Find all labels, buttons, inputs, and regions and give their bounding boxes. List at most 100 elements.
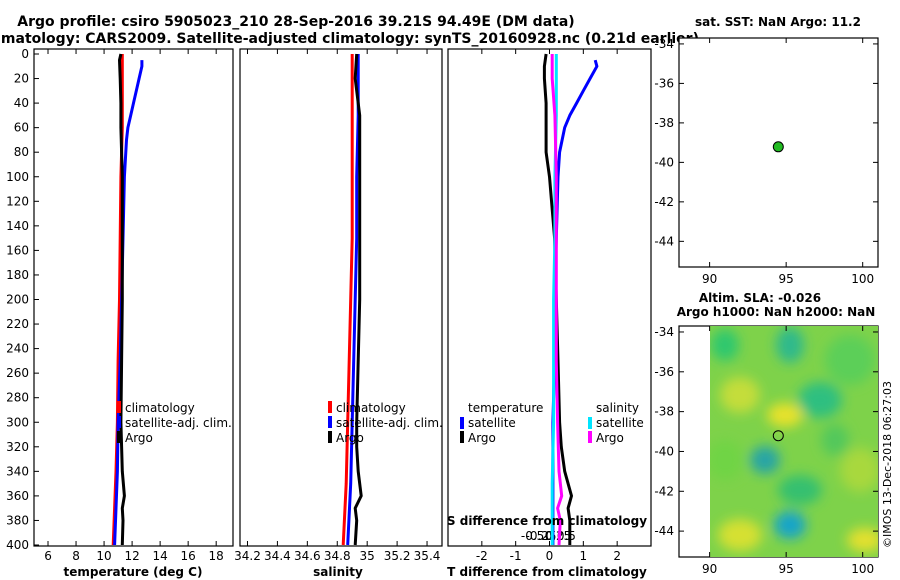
sla-blob <box>711 329 739 361</box>
depth-tick-label: 260 <box>6 366 29 380</box>
legend-label-s-argo: Argo <box>596 431 624 445</box>
x-tick-label: 35.4 <box>414 549 441 563</box>
lat-tick-label: -38 <box>654 405 674 419</box>
salinity-series <box>341 53 363 546</box>
series-line-argo <box>118 53 126 546</box>
legend-label-t-argo: Argo <box>468 431 496 445</box>
difference-legend-temperature: temperature satellite Argo <box>460 401 543 445</box>
depth-tick-label: 20 <box>14 72 29 86</box>
sla-blob <box>774 511 806 539</box>
lon-tick-label: 95 <box>779 272 794 286</box>
difference-plot-frame <box>447 48 652 547</box>
legend-swatch-argo <box>117 431 121 443</box>
legend-swatch-s-satellite <box>588 417 592 429</box>
depth-tick-label: 380 <box>6 513 29 527</box>
x-tick-label: 34.8 <box>324 549 351 563</box>
sla-heatmap <box>710 326 878 557</box>
lat-tick-label: -38 <box>654 116 674 130</box>
x-tick-label: 0 <box>546 549 554 563</box>
depth-tick-label: 300 <box>6 415 29 429</box>
sst-map-panel: sat. SST: NaN Argo: 11.2 90 95 100 -34 -36 -3… <box>654 15 879 286</box>
legend-label-satellite-adj: satellite-adj. clim. <box>336 416 443 430</box>
temperature-legend: climatology satellite-adj. clim. Argo <box>117 401 232 445</box>
argo-float-marker <box>772 141 784 153</box>
depth-tick-label: 320 <box>6 440 29 454</box>
depth-tick-label: 40 <box>14 96 29 110</box>
legend-title-temperature: temperature <box>468 401 543 415</box>
depth-tick-label: 120 <box>6 194 29 208</box>
lat-tick-label: -40 <box>654 155 674 169</box>
lon-tick-label: 90 <box>702 562 717 576</box>
legend-swatch-satellite-adj <box>117 416 121 428</box>
s-diff-tick-label: -0.5 <box>521 529 544 543</box>
lat-tick-label: -34 <box>654 37 674 51</box>
sla-blob <box>825 335 875 385</box>
series-line-salinity-argo <box>550 54 564 546</box>
sla-blob <box>767 403 803 427</box>
series-line-satellite-adj-clim- <box>346 54 360 546</box>
sla-map-title-line1: Altim. SLA: -0.026 <box>699 291 821 305</box>
legend-label-t-satellite: satellite <box>468 416 516 430</box>
legend-swatch-climatology <box>117 401 121 413</box>
temperature-plot-frame <box>33 48 234 547</box>
difference-x-ticks: -2 -1 0 1 2 <box>476 49 621 563</box>
depth-axis: 0 20 40 60 80 100 120 140 160 180 200 220 240 260 280 3… <box>6 47 39 552</box>
salinity-x-ticks: 34.2 34.4 34.6 34.8 35 35.2 35.4 <box>234 49 440 563</box>
legend-label-climatology: climatology <box>125 401 195 415</box>
x-tick-label: 2 <box>613 549 621 563</box>
legend-swatch-s-argo <box>588 431 592 443</box>
salinity-plot-frame <box>239 48 443 547</box>
lon-tick-label: 100 <box>851 272 874 286</box>
sst-map-ticks: 90 95 100 -34 -36 -38 -40 -42 -44 <box>654 37 878 286</box>
salinity-panel: 34.2 34.4 34.6 34.8 35 35.2 35.4 salinity clim… <box>234 48 443 579</box>
depth-tick-label: 60 <box>14 121 29 135</box>
x-tick-label: -1 <box>510 549 522 563</box>
x-tick-label: 12 <box>124 549 139 563</box>
salinity-x-label: salinity <box>313 565 363 579</box>
x-tick-label: 6 <box>44 549 52 563</box>
imos-timestamp: ©IMOS 13-Dec-2018 06:27:03 <box>881 381 894 548</box>
lat-tick-label: -44 <box>654 234 674 248</box>
depth-tick-label: 240 <box>6 342 29 356</box>
sla-blob <box>778 475 822 505</box>
lat-tick-label: -36 <box>654 76 674 90</box>
sla-map-panel: Altim. SLA: -0.026 Argo h1000: NaN h2000… <box>654 291 879 576</box>
sla-blob <box>798 382 842 418</box>
lon-tick-label: 95 <box>779 562 794 576</box>
figure-title-line1: Argo profile: csiro 5905023_210 28-Sep-2… <box>17 14 574 30</box>
x-tick-label: 16 <box>181 549 196 563</box>
legend-swatch-satellite-adj <box>328 416 332 428</box>
temperature-panel: 6 8 10 12 14 16 18 temperature (deg C) climato… <box>33 48 234 579</box>
s-diff-tick-label: 0 <box>546 529 554 543</box>
x-tick-label: 34.2 <box>234 549 261 563</box>
series-line-climatology <box>341 54 354 546</box>
sla-blob <box>847 528 878 552</box>
legend-label-satellite-adj: satellite-adj. clim. <box>125 416 232 430</box>
legend-label-climatology: climatology <box>336 401 406 415</box>
depth-tick-label: 140 <box>6 219 29 233</box>
depth-tick-label: 80 <box>14 145 29 159</box>
depth-tick-label: 0 <box>21 47 29 61</box>
lat-tick-label: -42 <box>654 484 674 498</box>
sla-blob <box>840 448 878 492</box>
lat-tick-label: -42 <box>654 195 674 209</box>
s-difference-axis-label: S difference from climatology <box>447 514 647 528</box>
x-tick-label: -2 <box>476 549 488 563</box>
lat-tick-label: -34 <box>654 325 674 339</box>
sst-map-title: sat. SST: NaN Argo: 11.2 <box>695 15 861 29</box>
figure-title-line2: Climatology: CARS2009. Satellite-adjuste… <box>0 31 699 47</box>
difference-legend-salinity: salinity satellite Argo <box>588 401 644 445</box>
depth-tick-label: 200 <box>6 293 29 307</box>
series-line-argo <box>353 53 363 546</box>
legend-label-s-satellite: satellite <box>596 416 644 430</box>
depth-tick-label: 400 <box>6 538 29 552</box>
legend-swatch-t-satellite <box>460 417 464 429</box>
argo-float-marker <box>772 430 784 442</box>
x-tick-label: 14 <box>152 549 167 563</box>
legend-swatch-argo <box>328 431 332 443</box>
sla-heatmap-field <box>710 327 878 552</box>
sla-map-title-line2: Argo h1000: NaN h2000: NaN <box>677 305 876 319</box>
x-tick-label: 8 <box>72 549 80 563</box>
